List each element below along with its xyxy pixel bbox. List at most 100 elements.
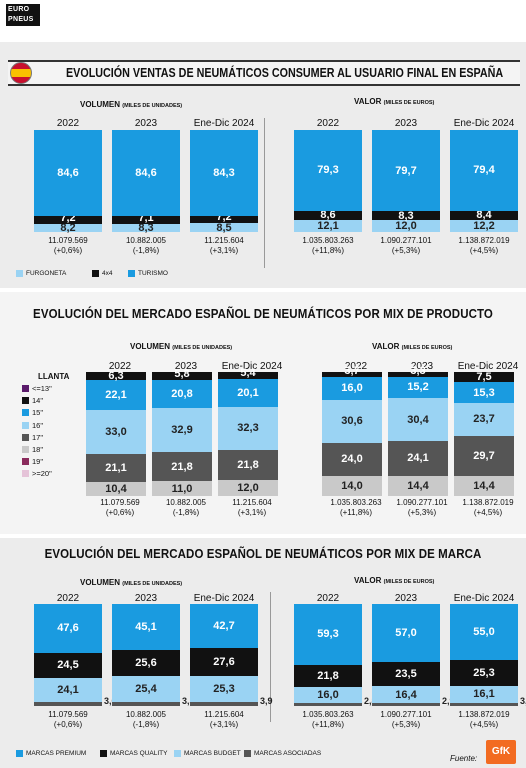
bar-segment: 11,0: [152, 481, 212, 496]
bar-segment: 23,5: [372, 662, 440, 687]
bar-segment: 10,4: [86, 482, 146, 496]
total-label: 11.079.569: [48, 236, 88, 245]
bar-segment: 30,6: [322, 399, 382, 443]
data-label: 3,6: [104, 695, 117, 706]
data-label: 11,0: [171, 482, 193, 495]
bar-segment: 5,4: [218, 367, 278, 380]
bar-segment: 3,7: [322, 365, 382, 378]
change-label: (+4,5%): [473, 508, 503, 517]
bar-segment: 8,5: [190, 222, 258, 234]
data-label: 84,6: [57, 167, 79, 180]
change-label: (+0,6%): [53, 246, 83, 255]
data-label: 59,3: [317, 628, 339, 641]
bar-segment: 23,7: [454, 403, 514, 436]
bar-segment: 14,0: [322, 476, 382, 496]
data-label: 24,0: [341, 453, 363, 466]
bar-segment: 21,8: [294, 664, 362, 687]
legend-swatch: [22, 458, 29, 466]
data-label: 27,6: [213, 655, 235, 668]
data-label: 20,1: [237, 386, 259, 399]
bar-segment: 42,7: [190, 604, 258, 648]
bar-segment: 7,5: [454, 371, 514, 383]
change-label: (+0,6%): [105, 508, 135, 517]
legend-item-llanta: 15": [22, 408, 43, 417]
data-label: 16,0: [317, 688, 339, 701]
bar-segment: 12,1: [294, 219, 362, 232]
divider: [270, 592, 271, 722]
legend-swatch: [22, 385, 29, 392]
data-label: 25,6: [135, 657, 157, 670]
data-label: 57,0: [395, 627, 417, 640]
bar-segment: 55,0: [450, 604, 518, 661]
total-label: 11.079.569: [48, 710, 88, 719]
data-label: 14,0: [341, 480, 363, 493]
data-label: 8,2: [60, 221, 76, 234]
vol2-heading: VOLUMEN (MILES DE UNIDADES): [130, 342, 233, 351]
data-label: 12,0: [237, 481, 259, 494]
data-label: 20,8: [171, 387, 193, 400]
bar-segment: 16,0: [322, 377, 382, 400]
bar-segment: 7,1: [112, 212, 180, 224]
total-label: 1.138.872.019: [458, 236, 510, 245]
year-label: 2023: [394, 593, 418, 604]
year-label: 2022: [344, 361, 368, 372]
bar-segment: 3,3: [450, 696, 526, 706]
legend-label: 15": [32, 408, 44, 418]
change-label: (+0,6%): [53, 720, 83, 729]
legend-swatch: [22, 421, 29, 429]
data-label: 25,3: [473, 667, 495, 680]
bar-segment: 14,4: [388, 475, 448, 496]
year-label: Ene-Dic 2024: [457, 361, 519, 372]
total-label: 10.882.005: [165, 498, 207, 507]
total-label: 1.090.277.101: [396, 498, 448, 507]
legend-label: <=13": [32, 384, 52, 393]
legend-swatch: [22, 470, 29, 478]
bar-segment: 12,0: [218, 479, 278, 496]
data-label: 32,3: [237, 422, 259, 435]
data-label: 16,1: [473, 688, 495, 701]
year-label: 2023: [410, 361, 434, 372]
bar-segment: 27,6: [190, 647, 258, 677]
data-label: 2,8: [364, 695, 377, 706]
data-label: 84,3: [213, 166, 235, 179]
bar-segment: 84,6: [112, 130, 180, 217]
bar-segment: 30,4: [388, 398, 448, 442]
data-label: 8,6: [320, 209, 336, 222]
total-label: 10.882.005: [125, 710, 167, 719]
spain-flag-icon: [10, 62, 32, 84]
total-label: 1.138.872.019: [458, 710, 510, 719]
bar-segment: 5,8: [152, 368, 212, 380]
bar-segment: 8,4: [450, 209, 518, 221]
bar-segment: 84,3: [190, 130, 258, 216]
bar-segment: 25,6: [112, 650, 180, 677]
data-label: 21,1: [105, 462, 127, 475]
change-label: (-1,8%): [172, 508, 200, 517]
legend-item-llanta: <=13": [22, 384, 52, 393]
data-label: 55,0: [473, 626, 495, 639]
bar-segment: 2,8: [294, 696, 377, 706]
legend-item-budget: MARCAS BUDGET: [174, 750, 241, 757]
year-label: 2022: [56, 593, 80, 604]
bar-segment: 14,4: [454, 476, 514, 496]
legend-swatch: [22, 433, 29, 441]
data-label: 22,1: [105, 389, 127, 402]
change-label: (-1,8%): [132, 720, 160, 729]
bar-segment: 32,9: [152, 407, 212, 452]
data-label: 79,7: [395, 164, 417, 177]
data-label: 23,7: [473, 413, 495, 426]
val1-heading: VALOR (MILES DE EUROS): [354, 97, 435, 106]
total-label: 11.215.604: [204, 236, 244, 245]
total-label: 1.090.277.101: [380, 236, 432, 245]
data-label: 16,4: [395, 688, 417, 701]
data-label: 21,8: [317, 669, 339, 682]
data-label: 21,8: [171, 460, 193, 473]
val3-heading: VALOR (MILES DE EUROS): [354, 576, 435, 585]
legend-item-llanta: 18": [22, 445, 43, 454]
legend-label: >=20": [32, 469, 52, 479]
llanta-label: LLANTA: [38, 372, 70, 381]
legend-swatch: [100, 750, 107, 757]
bar-segment: 15,2: [388, 376, 448, 399]
bar-segment: 3,9: [190, 696, 273, 706]
data-label: 12,2: [473, 219, 495, 232]
bar-segment: 84,6: [34, 130, 102, 217]
